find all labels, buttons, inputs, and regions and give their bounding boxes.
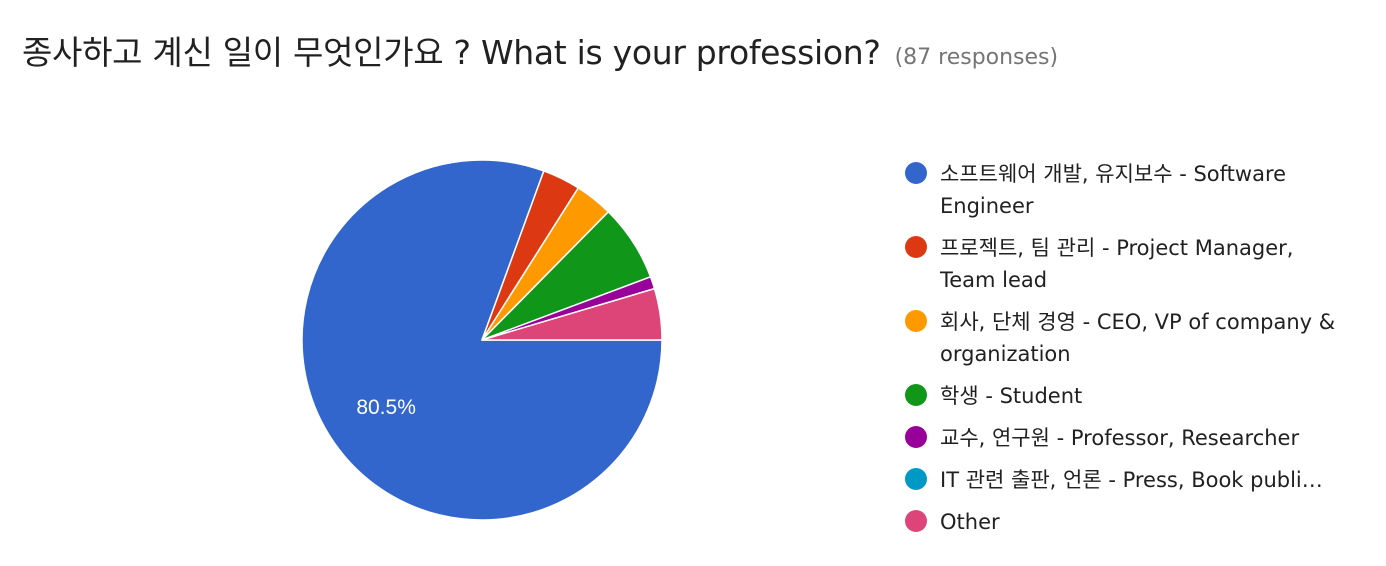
legend-swatch <box>905 384 927 406</box>
legend-swatch <box>905 310 927 332</box>
legend-label: 학생 - Student <box>940 384 1083 408</box>
legend-label: 프로젝트, 팀 관리 - Project Manager, Team lead <box>940 236 1294 292</box>
response-count: (87 responses) <box>894 45 1059 70</box>
legend-item-press[interactable]: IT 관련 출판, 언론 - Press, Book publi… <box>905 464 1365 496</box>
legend-swatch <box>905 162 927 184</box>
legend-swatch <box>905 468 927 490</box>
legend-item-ceo[interactable]: 회사, 단체 경영 - CEO, VP of company & organiz… <box>905 306 1365 370</box>
pie-data-labels: 80.5% <box>356 396 416 419</box>
pie-chart: 80.5% <box>301 159 663 521</box>
chart-header: 종사하고 계신 일이 무엇인가요 ? What is your professi… <box>22 26 1058 74</box>
chart-title: 종사하고 계신 일이 무엇인가요 ? What is your professi… <box>22 33 881 72</box>
legend-swatch <box>905 426 927 448</box>
pie-slice-other[interactable] <box>481 287 663 341</box>
legend-label: IT 관련 출판, 언론 - Press, Book publi… <box>940 468 1323 492</box>
legend-item-software-engineer[interactable]: 소프트웨어 개발, 유지보수 - Software Engineer <box>905 158 1365 222</box>
chart-legend: 소프트웨어 개발, 유지보수 - Software Engineer 프로젝트,… <box>905 158 1365 548</box>
pie-slices <box>301 159 663 521</box>
legend-label: 교수, 연구원 - Professor, Researcher <box>940 426 1300 450</box>
legend-swatch <box>905 510 927 532</box>
legend-item-professor[interactable]: 교수, 연구원 - Professor, Researcher <box>905 422 1365 454</box>
pie-data-label-software-engineer: 80.5% <box>356 396 416 419</box>
legend-item-other[interactable]: Other <box>905 506 1365 538</box>
legend-label: 회사, 단체 경영 - CEO, VP of company & organiz… <box>940 310 1336 366</box>
legend-item-student[interactable]: 학생 - Student <box>905 380 1365 412</box>
legend-label: 소프트웨어 개발, 유지보수 - Software Engineer <box>940 162 1287 218</box>
legend-swatch <box>905 236 927 258</box>
legend-item-project-manager[interactable]: 프로젝트, 팀 관리 - Project Manager, Team lead <box>905 232 1365 296</box>
legend-label: Other <box>940 510 1000 534</box>
